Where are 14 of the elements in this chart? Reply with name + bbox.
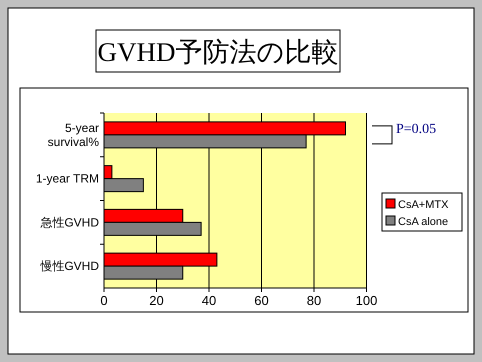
x-tick-label: 20 [149, 293, 164, 308]
y-tick-label: 1-year TRM [36, 172, 99, 186]
legend-label: CsA alone [398, 216, 448, 228]
x-tick-label: 100 [356, 293, 378, 308]
y-tick-label: 急性GVHD [39, 215, 100, 230]
chart-title: GVHD予防法の比較 [98, 37, 338, 67]
x-tick-label: 60 [254, 293, 269, 308]
y-tick-label: 5-year survival% [48, 120, 100, 149]
legend-label: CsA+MTX [398, 199, 450, 211]
text: P=0.05 [396, 122, 436, 137]
x-tick-label: 40 [202, 293, 216, 308]
x-tick-label: 80 [306, 293, 322, 308]
y-tick-label: 慢性GVHD [39, 259, 100, 274]
x-tick-label: 0 [100, 293, 108, 308]
